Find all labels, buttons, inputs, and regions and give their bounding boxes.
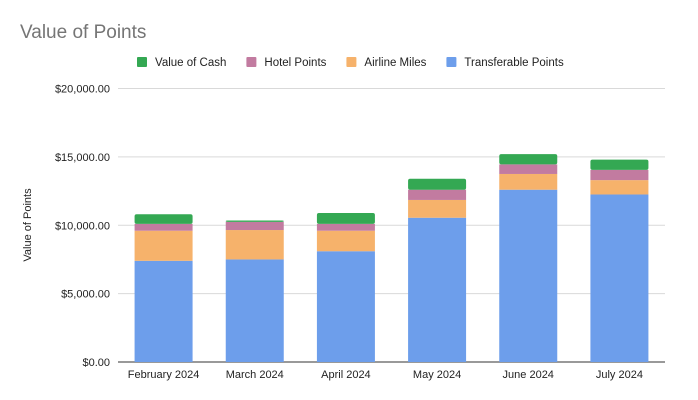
legend-swatch	[137, 57, 147, 67]
x-tick-label: June 2024	[503, 369, 554, 381]
legend-label: Airline Miles	[364, 57, 426, 69]
legend-label: Value of Cash	[155, 57, 226, 69]
y-tick-label: $20,000.00	[55, 84, 110, 96]
bar-segment	[408, 199, 467, 218]
bar-segment	[134, 260, 193, 362]
chart-title: Value of Points	[20, 22, 146, 43]
legend-label: Transferable Points	[464, 57, 564, 69]
bar-segment	[134, 230, 193, 261]
x-tick-label: February 2024	[128, 369, 200, 381]
legend-swatch	[246, 57, 257, 67]
legend-swatch	[346, 57, 357, 67]
y-tick-label: $5,000.00	[61, 289, 110, 301]
bar-segment	[408, 189, 467, 200]
bar-segment	[225, 230, 284, 260]
y-tick-label: $0.00	[82, 357, 110, 369]
bar-segment	[134, 214, 193, 224]
bar-segment	[316, 251, 375, 362]
bar-segment	[499, 173, 558, 190]
bar-segment	[225, 220, 284, 222]
bar-segment	[499, 154, 558, 165]
bar-segment	[225, 259, 284, 362]
y-axis-label: Value of Points	[22, 188, 34, 262]
bar-segment	[408, 178, 467, 190]
bar-segment	[316, 223, 375, 231]
bar-segment	[225, 221, 284, 231]
x-tick-label: May 2024	[413, 369, 461, 381]
bar-segment	[590, 180, 649, 195]
bar-segment	[590, 169, 649, 181]
bar-segment	[499, 164, 558, 174]
x-tick-label: April 2024	[321, 369, 371, 381]
y-tick-label: $10,000.00	[55, 220, 110, 232]
bar-segment	[316, 212, 375, 224]
bar-segment	[134, 223, 193, 231]
bar-segment	[316, 230, 375, 252]
bar-segment	[590, 194, 649, 362]
legend-swatch	[446, 57, 457, 67]
bar-segment	[590, 159, 649, 170]
legend-label: Hotel Points	[264, 57, 326, 69]
y-tick-label: $15,000.00	[55, 152, 110, 164]
bar-segment	[499, 189, 558, 362]
x-tick-label: July 2024	[596, 369, 643, 381]
bar-segment	[408, 217, 467, 362]
x-tick-label: March 2024	[226, 369, 284, 381]
